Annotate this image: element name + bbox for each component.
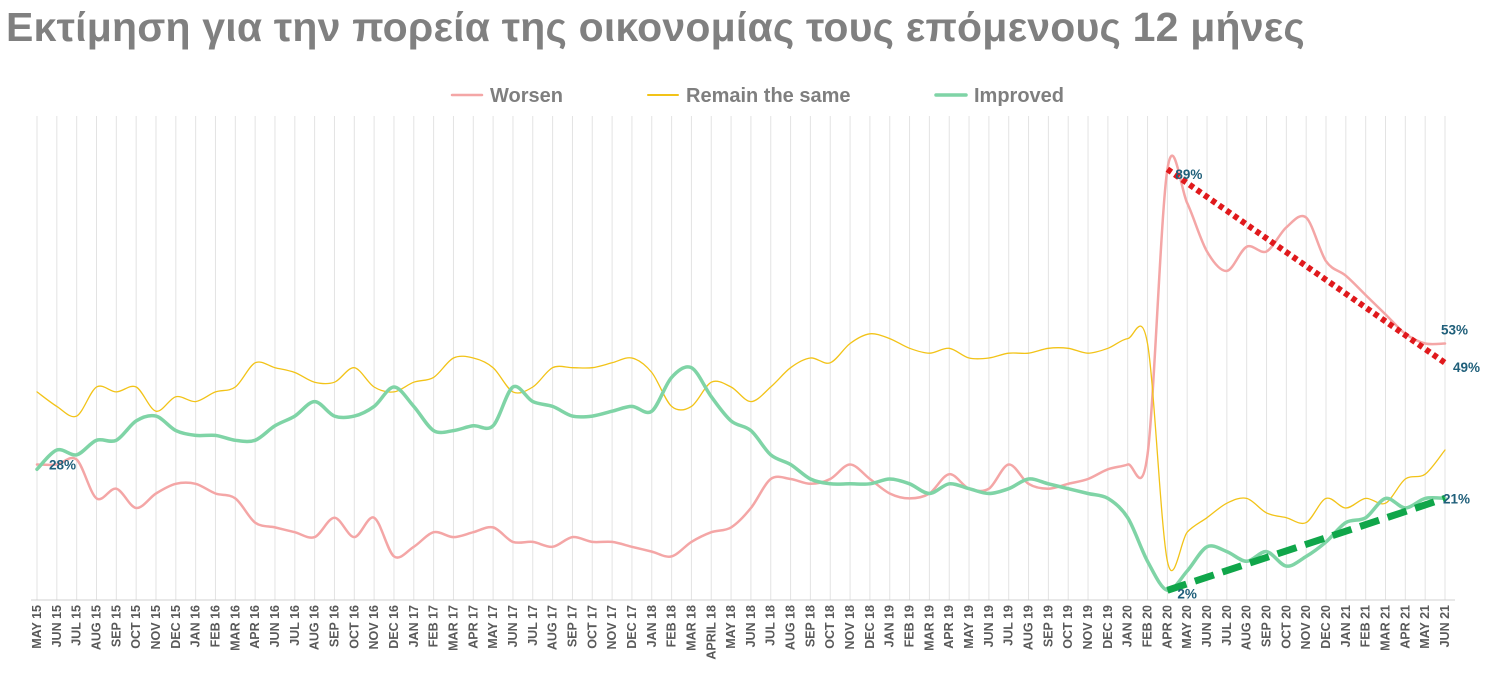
x-tick-label: MAY 18: [724, 605, 738, 649]
series-line-improved: [35, 365, 1447, 593]
series-group: [35, 154, 1447, 593]
x-tick-label: SEP 20: [1260, 605, 1274, 647]
x-tick-label: DEC 15: [169, 605, 183, 649]
legend-item-improved: Improved: [934, 85, 1064, 107]
x-tick-label: JUL 17: [526, 605, 540, 646]
data-label: 49%: [1453, 360, 1480, 375]
x-tick-label: FEB 16: [208, 605, 222, 647]
legend-label: Worsen: [490, 85, 563, 107]
x-tick-label: DEC 17: [625, 605, 639, 649]
chart-title: Εκτίμηση για την πορεία της οικονομίας τ…: [6, 4, 1305, 50]
x-tick-label: JUN 15: [50, 605, 64, 647]
x-tick-label: JUN 17: [506, 605, 520, 647]
x-tick-label: MAY 17: [486, 605, 500, 649]
x-tick-label: JAN 19: [883, 605, 897, 647]
x-tick-label: NOV 16: [367, 605, 381, 650]
x-tick-label: JUN 21: [1438, 605, 1452, 647]
x-tick-label: DEC 19: [1101, 605, 1115, 649]
x-tick-label: APR 19: [942, 605, 956, 649]
x-tick-label: OCT 19: [1061, 605, 1075, 649]
x-tick-label: SEP 15: [109, 605, 123, 647]
series-line-remain-the-same: [36, 325, 1446, 572]
x-tick-label: APR 21: [1398, 605, 1412, 649]
x-tick-label: SEP 18: [803, 605, 817, 647]
x-tick-label: OCT 20: [1279, 605, 1293, 649]
x-tick-label: JUL 19: [1002, 605, 1016, 646]
x-tick-label: MAR 17: [446, 605, 460, 651]
x-tick-label: AUG 16: [308, 605, 322, 650]
improved-trend-line: [1166, 495, 1447, 594]
legend: Worsen Remain the same Improved: [450, 85, 1064, 107]
gridlines: [31, 116, 1455, 601]
x-tick-label: JUL 16: [288, 605, 302, 646]
x-tick-label: DEC 18: [863, 605, 877, 649]
data-label: 89%: [1175, 167, 1202, 182]
x-tick-label: FEB 17: [427, 605, 441, 647]
x-tick-label: APR 16: [248, 605, 262, 649]
x-tick-label: JUN 20: [1200, 605, 1214, 647]
x-tick-label: MAR 19: [922, 605, 936, 651]
x-tick-label: NOV 17: [605, 605, 619, 650]
x-tick-label: OCT 18: [823, 605, 837, 649]
x-tick-label: NOV 20: [1299, 605, 1313, 650]
x-tick-label: MAR 18: [684, 605, 698, 651]
x-tick-label: FEB 20: [1141, 605, 1155, 647]
x-tick-label: FEB 19: [903, 605, 917, 647]
x-tick-label: MAY 20: [1180, 605, 1194, 649]
x-tick-label: OCT 17: [585, 605, 599, 649]
legend-label: Remain the same: [686, 85, 851, 107]
legend-item-worsen: Worsen: [450, 85, 563, 107]
series-line-worsen: [35, 154, 1447, 559]
legend-item-remain-the-same: Remain the same: [647, 85, 851, 107]
data-label: 28%: [49, 457, 76, 472]
x-tick-label: FEB 21: [1359, 605, 1373, 647]
trend-lines: [1165, 166, 1447, 594]
worsen-trend-line: [1165, 166, 1447, 366]
x-tick-label: AUG 19: [1022, 605, 1036, 650]
data-label: 2%: [1177, 586, 1197, 601]
legend-label: Improved: [974, 85, 1064, 107]
x-tick-label: DEC 20: [1319, 605, 1333, 649]
x-axis-ticks: MAY 15 JUN 15 JUL 15 AUG 15 SEP 15 OCT 15 NOV …: [30, 605, 1452, 660]
x-tick-label: SEP 16: [327, 605, 341, 647]
x-tick-label: APR 20: [1160, 605, 1174, 649]
x-tick-label: MAR 21: [1379, 605, 1393, 651]
x-tick-label: MAY 21: [1418, 605, 1432, 649]
x-tick-label: JAN 21: [1339, 605, 1353, 647]
x-tick-label: APRIL 18: [704, 605, 718, 660]
x-tick-label: FEB 18: [665, 605, 679, 647]
x-tick-label: SEP 19: [1041, 605, 1055, 647]
x-tick-label: JUN 19: [982, 605, 996, 647]
x-tick-label: AUG 18: [784, 605, 798, 650]
x-tick-label: JUL 18: [764, 605, 778, 646]
x-tick-label: NOV 18: [843, 605, 857, 650]
x-tick-label: JAN 20: [1121, 605, 1135, 647]
x-tick-label: MAY 15: [30, 605, 44, 649]
x-tick-label: APR 17: [466, 605, 480, 649]
x-tick-label: OCT 15: [129, 605, 143, 649]
x-tick-label: NOV 19: [1081, 605, 1095, 650]
data-label: 21%: [1443, 491, 1470, 506]
x-tick-label: JUL 15: [70, 605, 84, 646]
x-tick-label: JUL 20: [1220, 605, 1234, 646]
x-tick-label: AUG 20: [1240, 605, 1254, 650]
x-tick-label: JUN 18: [744, 605, 758, 647]
x-tick-label: JUN 16: [268, 605, 282, 647]
x-tick-label: NOV 15: [149, 605, 163, 650]
x-tick-label: OCT 16: [347, 605, 361, 649]
data-label: 53%: [1441, 322, 1468, 337]
x-tick-label: MAR 16: [228, 605, 242, 651]
data-labels: 28% 89% 53% 49% 2% 21%: [49, 167, 1480, 601]
x-tick-label: JAN 16: [189, 605, 203, 647]
x-tick-label: AUG 15: [89, 605, 103, 650]
x-tick-label: DEC 16: [387, 605, 401, 649]
x-tick-label: AUG 17: [546, 605, 560, 650]
x-tick-label: MAY 19: [962, 605, 976, 649]
x-tick-label: SEP 17: [565, 605, 579, 647]
x-tick-label: JAN 17: [407, 605, 421, 647]
x-tick-label: JAN 18: [645, 605, 659, 647]
